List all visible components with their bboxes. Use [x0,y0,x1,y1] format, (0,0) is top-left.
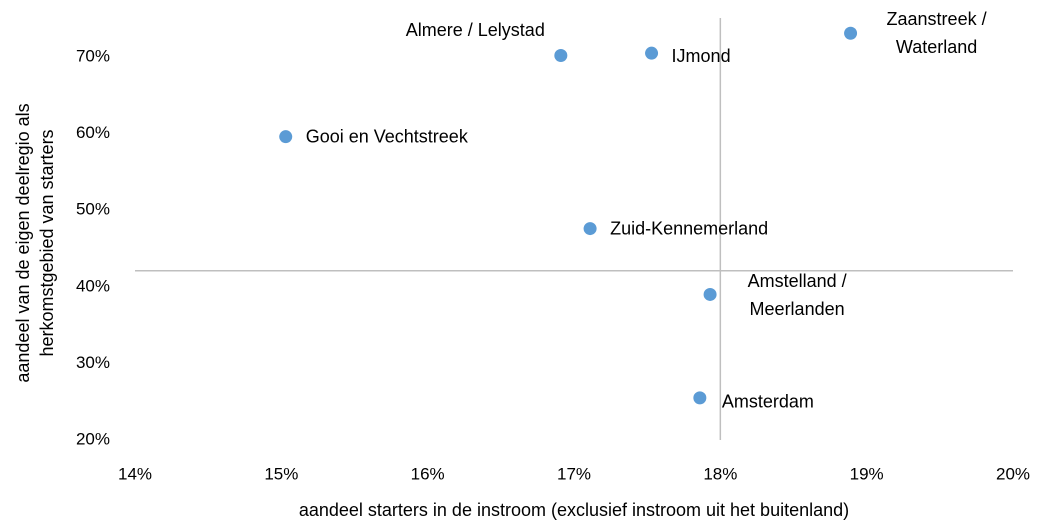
point [583,222,597,236]
point [693,391,707,405]
point-label: Zuid-Kennemerland [610,218,768,238]
point [703,287,717,301]
y-tick-label: 70% [76,46,110,65]
point-label: Waterland [896,37,977,57]
point-label: Amstelland / [748,271,847,291]
point-label: Almere / Lelystad [406,20,545,40]
x-tick-label: 15% [264,464,298,483]
y-tick-label: 60% [76,123,110,142]
point [645,46,659,60]
y-axis-label: herkomstgebied van starters [37,129,57,356]
point-label: Gooi en Vechtstreek [306,126,469,146]
x-tick-label: 20% [996,464,1030,483]
x-tick-label: 17% [557,464,591,483]
point [844,26,858,40]
point-label: IJmond [672,46,731,66]
x-tick-label: 18% [703,464,737,483]
point-label: Zaanstreek / [887,9,987,29]
x-axis-label: aandeel starters in de instroom (exclusi… [299,500,849,520]
point-label: Amsterdam [722,392,814,412]
y-axis-label: aandeel van de eigen deelregio als [13,103,33,382]
point [554,48,568,62]
point [279,130,293,144]
x-tick-label: 19% [850,464,884,483]
y-tick-label: 50% [76,200,110,219]
y-tick-label: 30% [76,353,110,372]
x-tick-label: 14% [118,464,152,483]
x-tick-label: 16% [411,464,445,483]
y-tick-label: 20% [76,429,110,448]
point-label: Meerlanden [750,299,845,319]
y-tick-label: 40% [76,276,110,295]
